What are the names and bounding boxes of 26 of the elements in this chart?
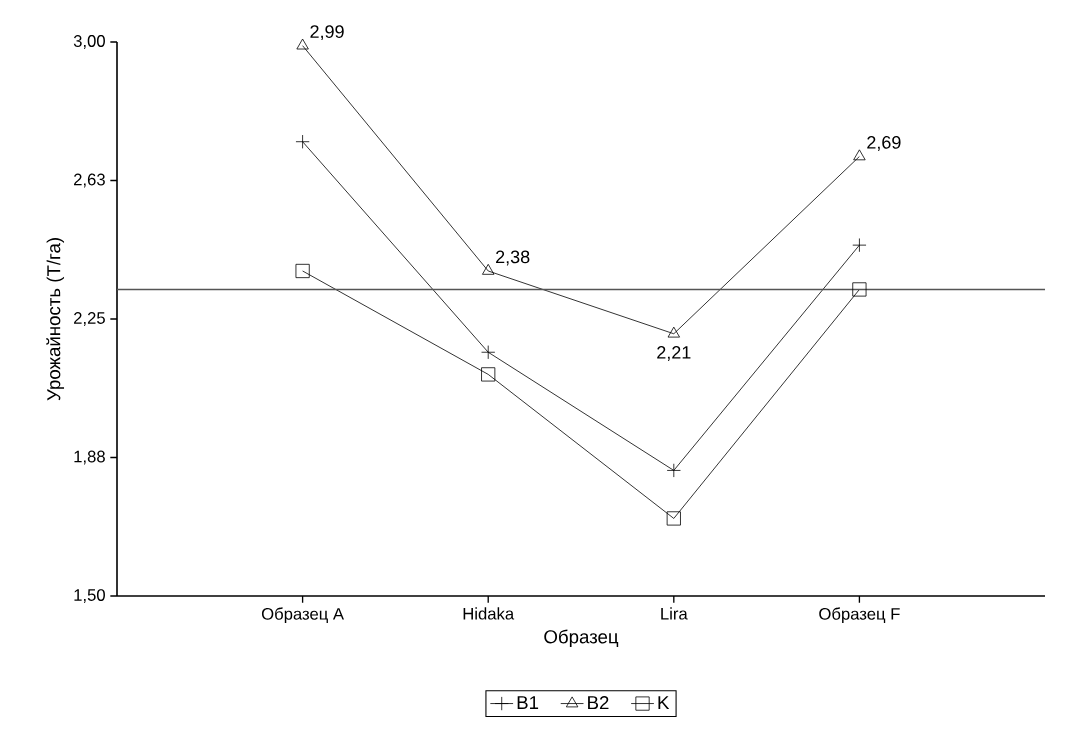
- point: [666, 511, 681, 526]
- point: [296, 38, 309, 50]
- x-tick-label: Образец A: [261, 607, 344, 624]
- point: [295, 263, 310, 279]
- y-axis-title: Урожайность (Т/га): [46, 238, 65, 401]
- y-tick-label: 3,00: [73, 35, 105, 49]
- data-label: 2,21: [657, 346, 691, 361]
- x-axis-title: Образец: [544, 629, 619, 648]
- legend-label: B1: [517, 696, 539, 709]
- data-label: 2,99: [310, 25, 344, 41]
- data-label: 2,69: [867, 136, 901, 151]
- point: [481, 367, 496, 382]
- legend-label: B2: [588, 696, 609, 710]
- point: [667, 326, 680, 338]
- x-tick-label: Образец F: [819, 607, 900, 624]
- data-label: 2,38: [496, 250, 530, 266]
- x-tick-label: Hidaka: [463, 607, 515, 620]
- point: [482, 263, 495, 275]
- y-tick-label: 1,50: [74, 589, 105, 603]
- y-tick-label: 1,88: [74, 450, 105, 465]
- legend-label: K: [658, 696, 670, 709]
- point: [852, 282, 867, 297]
- y-tick-label: 2,63: [74, 173, 105, 188]
- x-tick-label: Lira: [661, 607, 688, 620]
- y-tick-label: 2,25: [74, 312, 105, 326]
- point: [853, 149, 866, 161]
